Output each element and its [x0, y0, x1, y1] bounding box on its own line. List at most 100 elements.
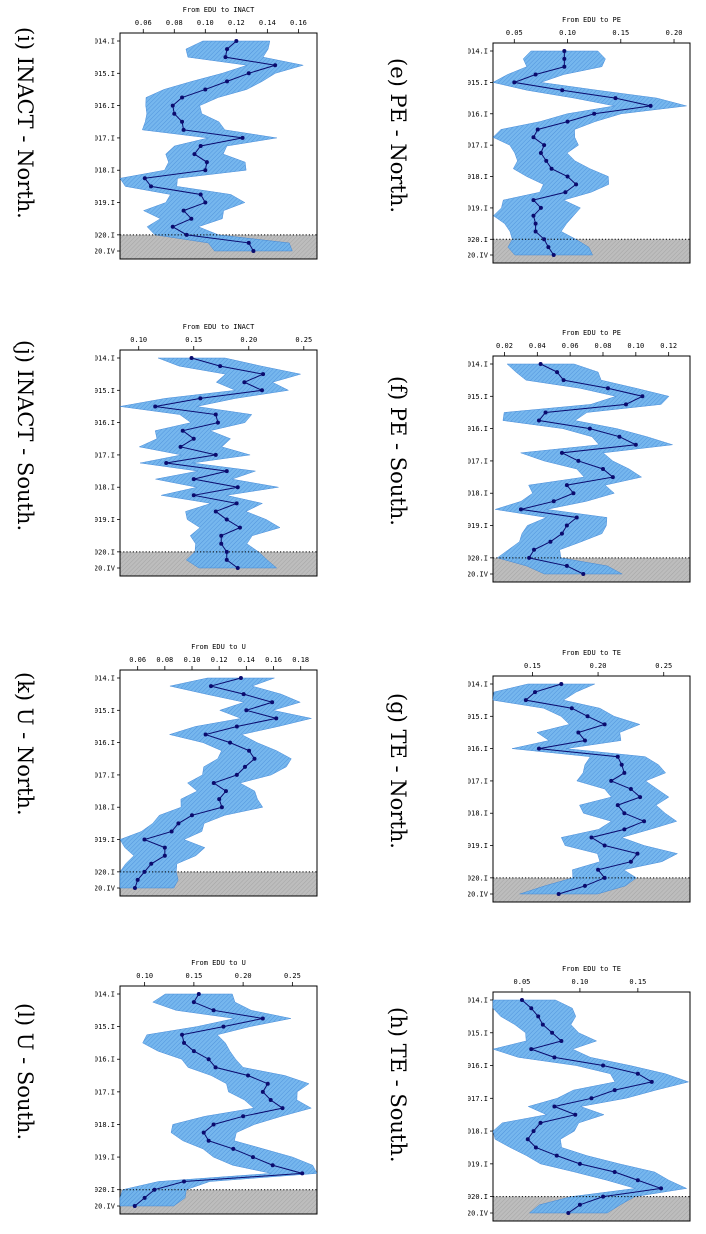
data-point	[519, 998, 524, 1002]
x-tick-label: 0.15	[612, 29, 629, 37]
data-point	[235, 566, 240, 570]
data-point	[191, 1049, 196, 1054]
y-tick-label: 2019.I	[95, 1154, 115, 1162]
data-point	[615, 803, 620, 808]
data-point	[649, 1079, 654, 1084]
x-tick-label: 0.15	[629, 978, 646, 986]
data-point	[600, 467, 605, 471]
data-point	[622, 770, 627, 775]
data-point	[251, 249, 256, 253]
data-point	[238, 676, 243, 680]
data-point	[189, 356, 194, 360]
x-tick-label: 0.25	[655, 662, 672, 670]
data-point	[518, 507, 523, 512]
y-tick-label: 2017.I	[95, 451, 115, 459]
data-point	[259, 388, 264, 393]
data-point	[613, 96, 618, 101]
data-point	[582, 883, 587, 888]
data-point	[562, 56, 567, 61]
y-tick-label: 2018.I	[95, 484, 115, 492]
data-point	[535, 127, 540, 132]
data-point	[564, 483, 569, 488]
data-point	[577, 1161, 582, 1166]
data-point	[196, 992, 201, 996]
x-tick-label: 0.10	[184, 656, 201, 664]
y-tick-label: 2017.I	[95, 134, 115, 142]
y-tick-label: 2018.I	[95, 167, 115, 175]
data-point	[162, 853, 167, 858]
y-tick-label: 2017.I	[468, 457, 488, 465]
caption-k: (k) U - North.	[13, 672, 37, 816]
chart-k: From EDU to U 0.06 0.08 0.10 0.12 0.14 0.16 0.1…	[95, 643, 318, 897]
data-point	[559, 450, 564, 455]
data-point	[531, 213, 536, 218]
y-tick-label: 2016.I	[468, 745, 488, 753]
data-point	[538, 362, 543, 366]
x-tick-label: 0.18	[292, 656, 309, 664]
y-tick-label: 2018.I	[95, 804, 115, 812]
data-point	[549, 166, 554, 171]
data-point	[219, 533, 224, 538]
data-point	[571, 491, 576, 496]
x-tick-label: 0.10	[571, 978, 588, 986]
data-point	[170, 224, 175, 229]
data-point	[602, 843, 607, 848]
chart-f: From EDU to PE 0.02 0.04 0.06 0.08 0.10 0.12 20…	[468, 329, 691, 583]
x-tick-label: 0.12	[211, 656, 228, 664]
x-tick-label: 0.20	[666, 29, 683, 37]
data-point	[198, 144, 203, 148]
data-point	[224, 557, 229, 562]
data-point	[559, 1038, 564, 1043]
y-tick-label: 2020.I	[95, 231, 115, 239]
data-point	[221, 1024, 226, 1029]
data-point	[191, 436, 196, 441]
data-point	[562, 49, 567, 53]
x-tick-label: 0.10	[136, 972, 153, 980]
data-point	[235, 485, 240, 490]
y-tick-label: 2020.I	[468, 874, 488, 882]
data-point	[602, 722, 607, 727]
chart-title: From EDU to INACT	[183, 323, 255, 331]
data-point	[246, 71, 251, 76]
y-tick-label: 2016.I	[468, 110, 488, 118]
data-point	[270, 700, 275, 705]
data-point	[274, 716, 279, 721]
chart-title: From EDU to U	[191, 959, 246, 967]
y-tick-label: 2017.I	[95, 771, 115, 779]
data-point	[231, 1146, 236, 1151]
data-point	[176, 821, 181, 826]
x-tick-label: 0.15	[185, 336, 202, 344]
x-tick-label: 0.05	[514, 978, 531, 986]
data-point	[181, 208, 186, 213]
data-point	[628, 859, 633, 864]
data-point	[635, 851, 640, 856]
data-point	[533, 1145, 538, 1150]
data-point	[247, 748, 252, 753]
data-point	[234, 772, 239, 777]
data-point	[240, 135, 245, 140]
data-point	[142, 1195, 147, 1200]
x-tick-label: 0.06	[135, 19, 152, 27]
data-point	[270, 1163, 275, 1168]
y-tick-label: 2016.I	[95, 739, 115, 747]
y-tick-label: 2018.I	[468, 173, 488, 181]
caption-l: (l) U - South.	[13, 1003, 37, 1141]
y-tick-label: 2015.I	[468, 393, 488, 401]
data-point	[612, 1170, 617, 1175]
y-tick-label: 2018.I	[468, 490, 488, 498]
data-point	[565, 119, 570, 124]
y-tick-label: 2019.I	[468, 204, 488, 212]
data-point	[191, 1000, 196, 1005]
data-point	[225, 79, 230, 84]
data-point	[201, 1130, 206, 1135]
data-point	[170, 103, 175, 108]
x-tick-label: 0.08	[595, 342, 612, 350]
data-point	[555, 370, 560, 375]
data-point	[538, 205, 543, 210]
data-point	[224, 549, 229, 554]
